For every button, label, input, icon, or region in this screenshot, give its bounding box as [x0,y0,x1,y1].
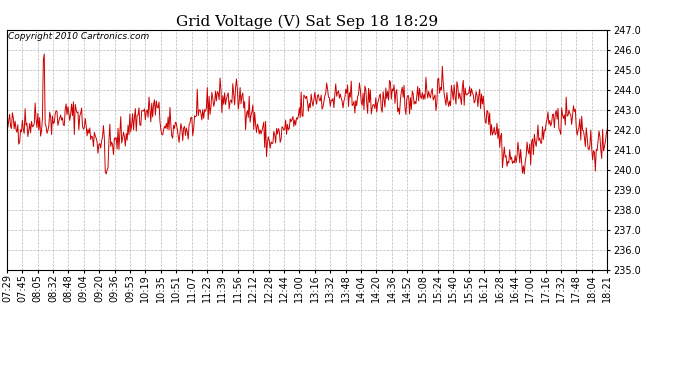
Text: Copyright 2010 Cartronics.com: Copyright 2010 Cartronics.com [8,32,149,41]
Title: Grid Voltage (V) Sat Sep 18 18:29: Grid Voltage (V) Sat Sep 18 18:29 [176,15,438,29]
